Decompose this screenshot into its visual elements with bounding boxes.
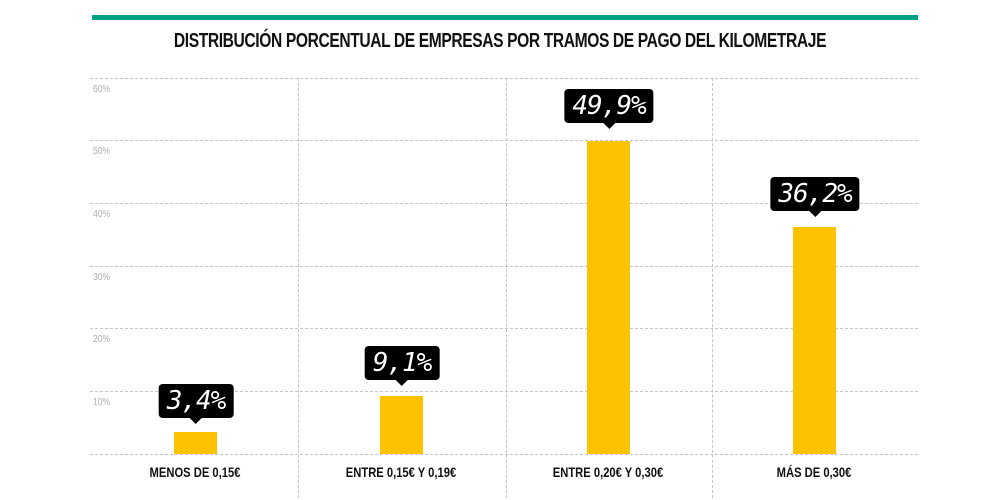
category-label: ENTRE 0,15€ Y 0,19€ [345, 464, 457, 480]
y-tick-label: 20% [93, 334, 111, 345]
gridline [90, 391, 918, 392]
column-divider [298, 78, 299, 498]
value-label: 36,2% [770, 177, 860, 217]
gridline [90, 328, 918, 329]
y-tick-label: 40% [93, 209, 111, 220]
column-divider [712, 78, 713, 498]
bar-020-030 [587, 141, 630, 454]
y-tick-label: 10% [93, 397, 111, 408]
gridline [90, 140, 918, 141]
plot-area: 60% 50% 40% 30% 20% 10% 3,4% 9,1% 49,9% … [90, 78, 918, 498]
gridline [90, 78, 918, 79]
y-tick-label: 50% [93, 146, 111, 157]
y-tick-label: 60% [93, 84, 111, 95]
top-accent-bar [92, 15, 918, 20]
baseline [90, 454, 918, 455]
category-label: ENTRE 0,20€ Y 0,30€ [552, 464, 664, 480]
value-label: 9,1% [364, 346, 440, 386]
value-label: 3,4% [158, 384, 234, 424]
category-label: MENOS DE 0,15€ [149, 464, 241, 480]
y-tick-label: 30% [93, 272, 111, 283]
category-label: MÁS DE 0,30€ [776, 464, 852, 480]
chart-title: DISTRIBUCIÓN PORCENTUAL DE EMPRESAS POR … [173, 30, 827, 52]
bar-menos-015 [174, 432, 217, 454]
column-divider [506, 78, 507, 498]
bar-015-019 [380, 396, 423, 454]
gridline [90, 203, 918, 204]
gridline [90, 266, 918, 267]
bar-mas-030 [793, 227, 836, 454]
value-label: 49,9% [564, 89, 654, 129]
